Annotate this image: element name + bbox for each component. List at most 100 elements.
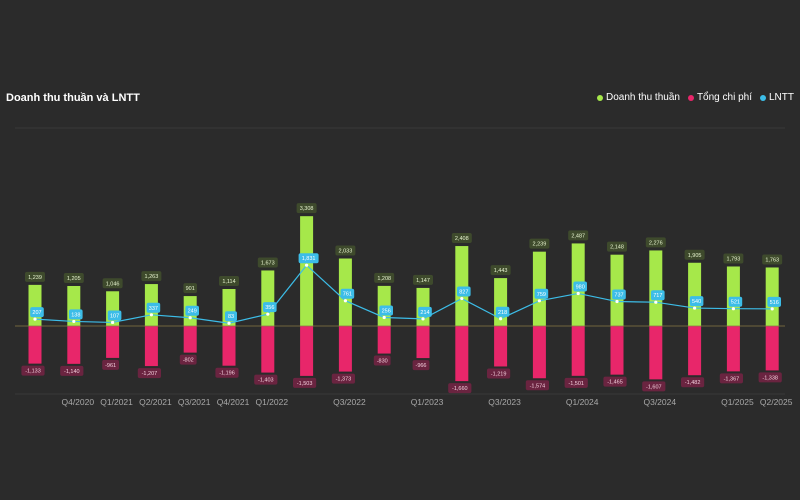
profit-line bbox=[34, 264, 773, 324]
profit-point[interactable] bbox=[693, 306, 697, 310]
cost-bar[interactable] bbox=[416, 326, 430, 359]
x-tick-label: Q3/2022 bbox=[333, 397, 366, 407]
profit-point[interactable] bbox=[731, 307, 736, 311]
cost-data-label-bg bbox=[448, 383, 472, 394]
cost-data-label: -1,367 bbox=[719, 373, 743, 384]
revenue-data-label-text: 1,046 bbox=[106, 281, 120, 287]
chart-title: Doanh thu thuần và LNTT bbox=[6, 92, 140, 104]
revenue-bar[interactable] bbox=[649, 250, 663, 326]
cost-data-label: -1,465 bbox=[603, 376, 627, 387]
revenue-bar[interactable] bbox=[455, 246, 469, 326]
cost-bar[interactable] bbox=[765, 326, 779, 371]
revenue-bar[interactable] bbox=[765, 267, 779, 326]
revenue-bar[interactable] bbox=[261, 270, 275, 326]
revenue-bar[interactable] bbox=[688, 262, 702, 326]
cost-data-label-bg bbox=[525, 380, 549, 391]
cost-bar[interactable] bbox=[610, 326, 624, 375]
cost-bar[interactable] bbox=[532, 326, 546, 379]
cost-bar[interactable] bbox=[261, 326, 275, 373]
cost-data-label-text: -1,133 bbox=[25, 369, 41, 375]
cost-data-label: -1,196 bbox=[215, 367, 239, 378]
cost-data-label-text: -1,338 bbox=[762, 375, 778, 381]
cost-bar[interactable] bbox=[28, 326, 42, 364]
profit-data-label-text: 107 bbox=[110, 313, 119, 319]
cost-bar[interactable] bbox=[726, 326, 740, 372]
profit-data-label: 759 bbox=[534, 288, 549, 299]
profit-point[interactable] bbox=[111, 320, 115, 325]
cost-data-label-bg bbox=[102, 359, 119, 370]
legend-item-profit[interactable]: LNTT bbox=[760, 92, 794, 103]
legend-label-profit: LNTT bbox=[769, 92, 794, 103]
cost-bar[interactable] bbox=[222, 326, 236, 366]
profit-data-label-text: 759 bbox=[537, 292, 546, 298]
cost-bar[interactable] bbox=[377, 326, 391, 354]
profit-data-label-text: 516 bbox=[770, 300, 779, 306]
legend-item-cost[interactable]: Tổng chi phí bbox=[687, 92, 752, 103]
cost-bar[interactable] bbox=[338, 326, 352, 372]
cost-bar[interactable] bbox=[455, 326, 469, 382]
profit-data-label-bg bbox=[767, 296, 781, 307]
revenue-data-label: 901 bbox=[183, 283, 197, 294]
x-tick-label: Q4/2021 bbox=[217, 397, 250, 407]
profit-data-label: 256 bbox=[379, 305, 393, 316]
cost-bar[interactable] bbox=[571, 326, 585, 376]
profit-point[interactable] bbox=[537, 299, 542, 303]
cost-data-label: -1,660 bbox=[448, 383, 472, 394]
profit-data-label-text: 218 bbox=[498, 310, 507, 316]
cost-bar[interactable] bbox=[688, 326, 702, 376]
profit-point[interactable] bbox=[615, 299, 619, 304]
revenue-bar[interactable] bbox=[726, 266, 740, 326]
revenue-data-label-bg bbox=[183, 283, 197, 294]
cost-data-label-text: -1,482 bbox=[685, 380, 701, 386]
profit-point[interactable] bbox=[227, 321, 231, 325]
revenue-data-label: 2,239 bbox=[529, 238, 550, 249]
legend-label-cost: Tổng chi phí bbox=[696, 92, 752, 103]
profit-data-label-bg bbox=[107, 310, 122, 321]
revenue-data-label-text: 2,276 bbox=[649, 240, 663, 246]
legend-item-revenue[interactable]: Doanh thu thuần bbox=[597, 92, 680, 103]
revenue-data-label-bg bbox=[102, 278, 123, 289]
cost-bar[interactable] bbox=[300, 326, 314, 376]
revenue-data-label-bg bbox=[374, 272, 395, 283]
cost-bar[interactable] bbox=[183, 326, 197, 353]
profit-point[interactable] bbox=[188, 316, 192, 320]
cost-bar[interactable] bbox=[649, 326, 663, 380]
cost-data-label-text: -1,196 bbox=[219, 371, 235, 377]
profit-point[interactable] bbox=[343, 299, 347, 303]
profit-point[interactable] bbox=[72, 319, 76, 324]
profit-point[interactable] bbox=[499, 317, 503, 321]
chart-legend: Doanh thu thuần Tổng chi phí LNTT bbox=[597, 92, 794, 103]
profit-point[interactable] bbox=[305, 263, 309, 267]
revenue-bar[interactable] bbox=[300, 216, 314, 326]
cost-data-label-bg bbox=[331, 373, 355, 384]
revenue-data-label: 3,308 bbox=[296, 203, 317, 214]
profit-point[interactable] bbox=[382, 315, 386, 320]
profit-point[interactable] bbox=[654, 300, 658, 304]
cost-data-label-bg bbox=[60, 365, 84, 376]
profit-point[interactable] bbox=[460, 296, 464, 301]
cost-bar[interactable] bbox=[106, 326, 120, 358]
profit-point[interactable] bbox=[770, 307, 774, 311]
revenue-data-label-text: 2,408 bbox=[455, 236, 469, 242]
x-tick-label: Q3/2023 bbox=[488, 397, 521, 407]
cost-bar[interactable] bbox=[67, 326, 81, 364]
revenue-data-label-text: 1,239 bbox=[28, 275, 42, 281]
revenue-data-label-text: 1,147 bbox=[416, 278, 430, 284]
profit-point[interactable] bbox=[576, 291, 580, 296]
revenue-bar[interactable] bbox=[106, 291, 120, 326]
revenue-data-label-text: 1,793 bbox=[727, 256, 741, 262]
cost-bar[interactable] bbox=[494, 326, 508, 367]
cost-bar[interactable] bbox=[144, 326, 158, 367]
profit-point[interactable] bbox=[421, 317, 425, 321]
profit-point[interactable] bbox=[33, 317, 37, 321]
cost-data-label-bg bbox=[719, 373, 743, 384]
x-tick-label: Q2/2025 bbox=[760, 397, 793, 407]
profit-data-label-text: 138 bbox=[71, 312, 80, 318]
cost-data-label-bg bbox=[254, 374, 278, 385]
revenue-data-label: 1,443 bbox=[490, 265, 511, 276]
revenue-data-label-text: 1,763 bbox=[765, 257, 779, 263]
profit-point[interactable] bbox=[266, 312, 270, 316]
cost-data-label-text: -1,501 bbox=[568, 381, 584, 387]
profit-point[interactable] bbox=[149, 313, 153, 317]
